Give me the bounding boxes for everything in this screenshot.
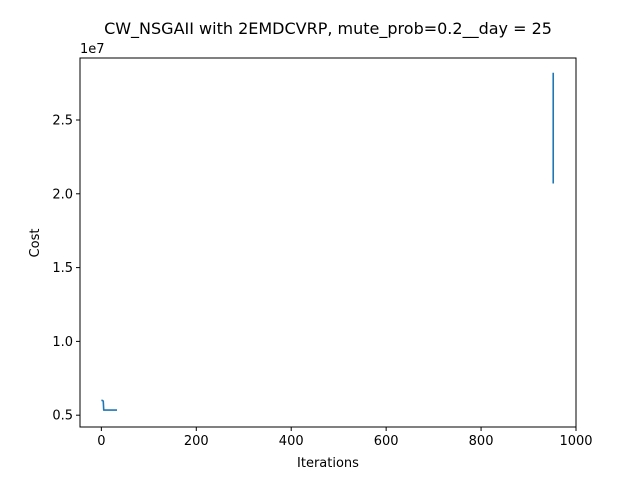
x-tick-label: 200: [184, 434, 209, 449]
x-axis-label: Iterations: [297, 456, 359, 471]
y-tick-label: 2.0: [52, 187, 73, 202]
plot-frame: [79, 57, 577, 428]
y-axis: 0.5 1.0 1.5 2.0 2.5: [52, 113, 80, 424]
x-tick-label: 600: [374, 434, 399, 449]
y-tick-label: 1.0: [52, 335, 73, 350]
y-tick-label: 0.5: [52, 409, 73, 424]
y-tick-label: 2.5: [52, 113, 73, 128]
plot-area: [80, 58, 576, 427]
y-tick-label: 1.5: [52, 261, 73, 276]
x-tick-label: 0: [97, 434, 105, 449]
series-line-segment: [101, 399, 118, 411]
x-tick-label: 1000: [559, 434, 592, 449]
y-axis-label: Cost: [28, 229, 43, 258]
series-layer: [101, 72, 555, 411]
x-tick-label: 800: [469, 434, 494, 449]
x-axis: 0 200 400 600 800 1000: [97, 427, 593, 449]
x-tick-label: 400: [279, 434, 304, 449]
chart-title: CW_NSGAII with 2EMDCVRP, mute_prob=0.2__…: [104, 19, 552, 39]
y-offset-label: 1e7: [80, 42, 105, 57]
